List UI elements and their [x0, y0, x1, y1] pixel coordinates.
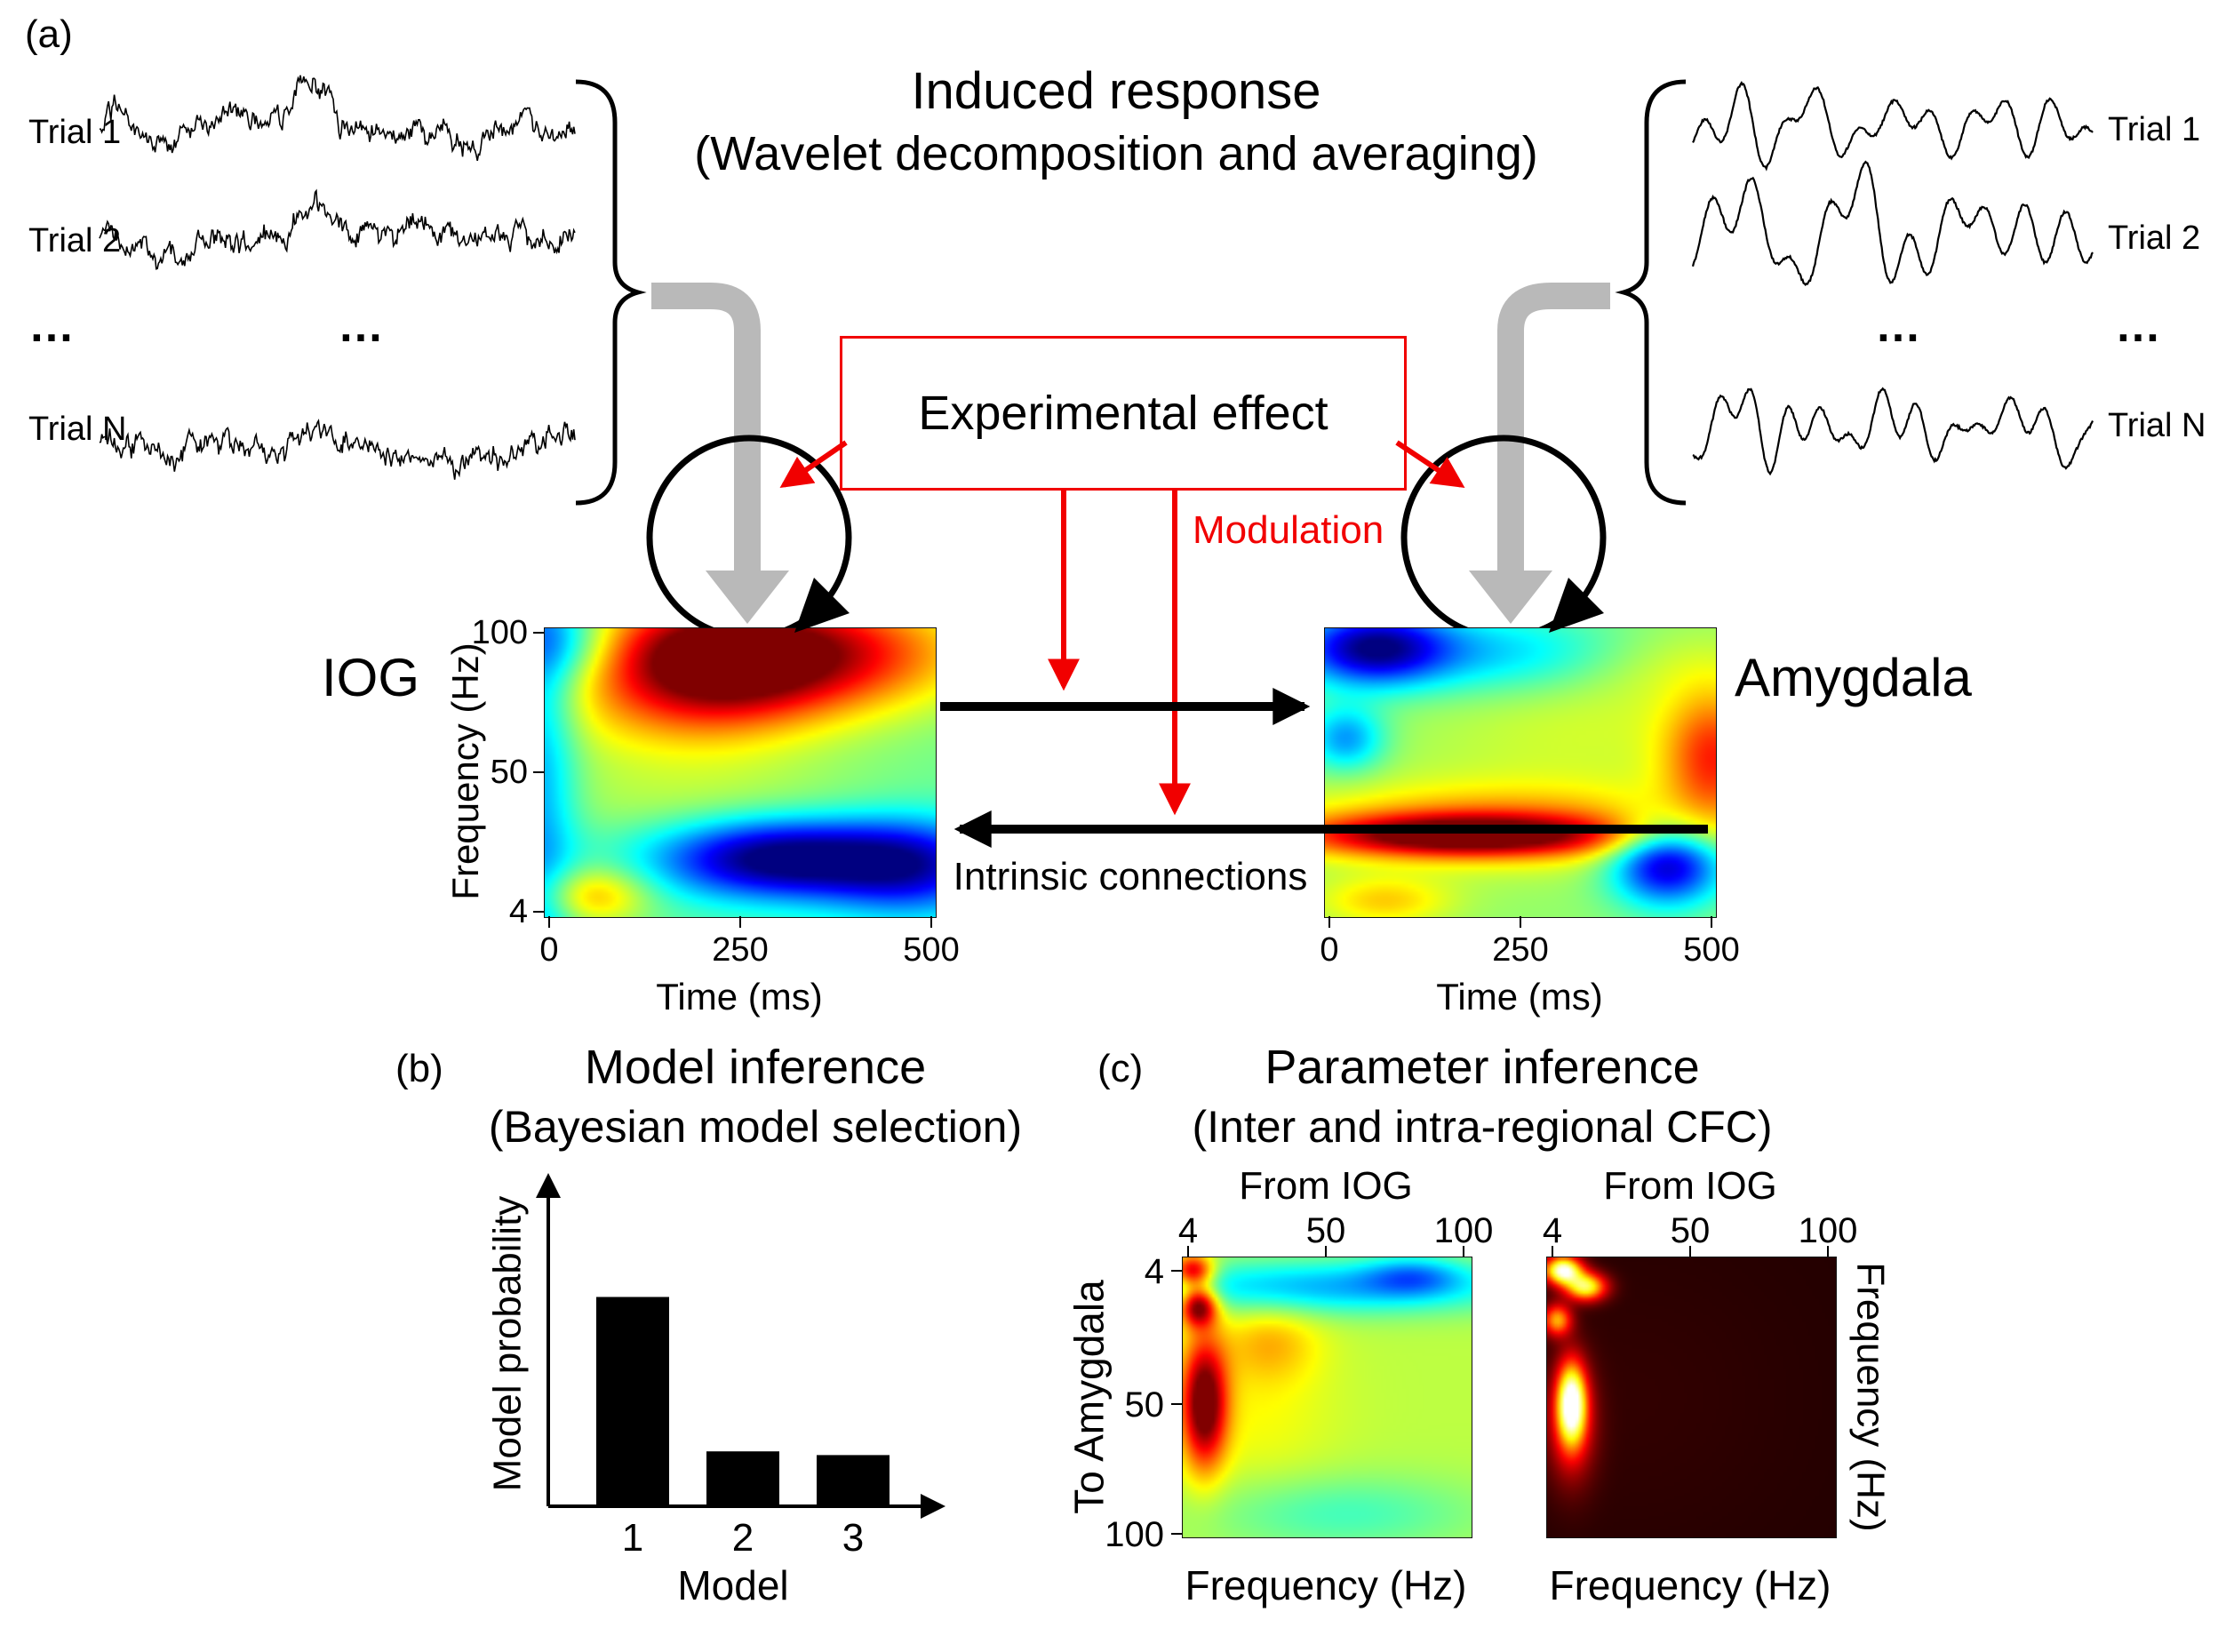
time-tick-iog-500: 500 [903, 931, 960, 969]
eeg-trace-right-2 [1691, 160, 2094, 287]
model-tick-1: 1 [621, 1516, 644, 1560]
panel-a-title: Induced response [911, 62, 1321, 120]
model-probability-chart [536, 1173, 945, 1519]
cfc-right-ylabel: Frequency (Hz) [1848, 1262, 1893, 1532]
model-xlabel: Model [677, 1562, 789, 1608]
model-tick-2: 2 [731, 1516, 754, 1560]
time-axis-label-iog: Time (ms) [656, 976, 823, 1018]
y-axis-arrowhead-icon [536, 1173, 561, 1198]
ellipsis-left-1: … [28, 300, 75, 352]
freq-tick-100: 100 [471, 614, 528, 651]
eeg-trace-left-2 [99, 188, 576, 270]
cfc-map-to-amygdala [1182, 1257, 1472, 1538]
experimental-effect-label: Experimental effect [918, 386, 1328, 440]
ellipsis-left-2: … [338, 300, 384, 352]
freq-tick-4: 4 [508, 893, 528, 930]
gray-flow-arrowhead-right-icon [1469, 571, 1552, 624]
model-tick-3: 3 [842, 1516, 865, 1560]
cfc-right-xlabel: Frequency (Hz) [1549, 1562, 1831, 1608]
trial-label-left-2: Trial 2 [28, 222, 122, 259]
iog-spectrogram [544, 627, 937, 918]
model-bars [596, 1297, 890, 1504]
cfc-left-ytick-50: 50 [1124, 1385, 1165, 1425]
panel-b-label: (b) [395, 1047, 443, 1090]
time-tick-iog-250: 250 [712, 931, 769, 969]
gray-flow-arrow-left [651, 283, 761, 573]
panel-a-subtitle: (Wavelet decomposition and averaging) [694, 127, 1538, 180]
region-label-iog: IOG [322, 648, 420, 707]
trial-label-right-2: Trial 2 [2108, 219, 2201, 257]
gray-flow-arrow-right [1497, 283, 1610, 573]
gray-flow-arrowhead-left-icon [706, 571, 789, 624]
cfc-left-ytick-4: 4 [1144, 1252, 1164, 1291]
intrinsic-connections-label: Intrinsic connections [953, 855, 1308, 898]
to-amygdala-label: To Amygdala [1065, 1280, 1113, 1514]
panel-a-label: (a) [25, 12, 73, 56]
eeg-trace-right-1 [1692, 80, 2094, 172]
cfc-left-ytick-100: 100 [1105, 1515, 1164, 1554]
trial-label-left-1: Trial 1 [28, 114, 122, 151]
model-bar-1 [596, 1297, 669, 1504]
ellipsis-right-2: … [2115, 300, 2161, 352]
eeg-trace-right-n [1692, 387, 2094, 476]
time-tick-amy-500: 500 [1683, 931, 1740, 969]
experimental-effect-box: Experimental effect [840, 336, 1407, 491]
from-iog-label-left: From IOG [1239, 1164, 1413, 1208]
cfc-map-intra [1546, 1257, 1837, 1538]
eeg-trace-left-n [99, 419, 576, 480]
panel-c-subtitle: (Inter and intra-regional CFC) [1192, 1102, 1773, 1152]
model-bar-2 [706, 1451, 779, 1504]
cfc-right-top-tick-4: 4 [1542, 1211, 1563, 1250]
modulation-label: Modulation [1193, 508, 1384, 552]
eeg-trace-left-1 [99, 75, 576, 162]
trial-label-left-n: Trial N [28, 411, 127, 448]
cfc-left-top-tick-4: 4 [1177, 1211, 1199, 1250]
cfc-left-top-tick-50: 50 [1305, 1211, 1346, 1250]
region-label-amygdala: Amygdala [1735, 648, 1972, 707]
panel-b-title: Model inference [584, 1041, 927, 1094]
cfc-right-top-tick-100: 100 [1798, 1211, 1858, 1250]
model-bar-3 [817, 1455, 890, 1504]
amygdala-spectrogram [1324, 627, 1717, 918]
panel-c-title: Parameter inference [1265, 1041, 1700, 1094]
cfc-right-top-tick-50: 50 [1670, 1211, 1711, 1250]
from-iog-label-right: From IOG [1603, 1164, 1777, 1208]
cfc-left-xlabel: Frequency (Hz) [1185, 1562, 1467, 1608]
time-tick-amy-0: 0 [1320, 931, 1339, 969]
panel-b-subtitle: (Bayesian model selection) [488, 1102, 1023, 1152]
freq-tick-50: 50 [490, 754, 528, 791]
ellipsis-right-1: … [1875, 300, 1921, 352]
model-probability-ylabel: Model probability [485, 1195, 530, 1492]
cfc-left-top-tick-100: 100 [1433, 1211, 1494, 1250]
panel-c-label: (c) [1097, 1047, 1144, 1090]
time-axis-label-amy: Time (ms) [1436, 976, 1603, 1018]
trial-label-right-n: Trial N [2108, 407, 2206, 444]
x-axis-arrowhead-icon [921, 1494, 945, 1519]
trial-label-right-1: Trial 1 [2108, 111, 2201, 148]
time-tick-iog-0: 0 [539, 931, 559, 969]
time-tick-amy-250: 250 [1492, 931, 1549, 969]
